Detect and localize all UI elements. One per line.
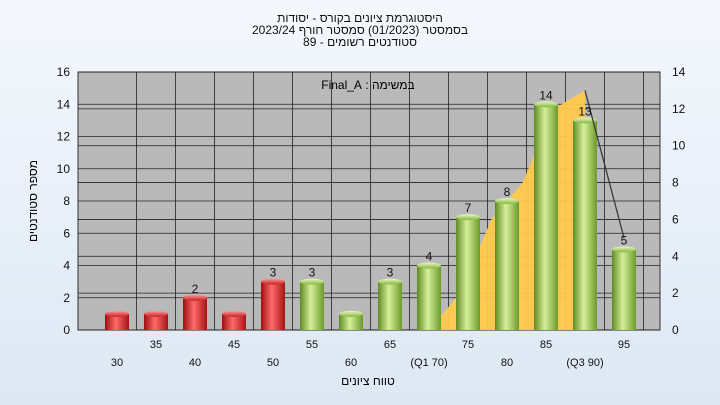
data-label: 13 (578, 104, 592, 118)
bar-cap (300, 278, 324, 285)
y2-tick-label: 6 (672, 212, 679, 226)
x-tick-label: 40 (189, 357, 201, 369)
bar-cap (183, 294, 207, 301)
y-axis-label: מספר סטודנטים (26, 160, 40, 242)
y-tick-label: 0 (63, 323, 70, 337)
bar-cap (534, 101, 558, 108)
x-tick-label: 30 (111, 357, 123, 369)
x-axis: 30 35 40 45 50 55 60 65 (Q1 70) 75 80 85 (Q3 90) 95 (111, 339, 630, 369)
data-label: 5 (621, 233, 628, 247)
bar (222, 313, 246, 330)
bar-cap (456, 214, 480, 221)
line-series (584, 90, 625, 239)
bar (105, 313, 129, 330)
bar (573, 120, 597, 330)
x-tick-label: 65 (384, 339, 396, 351)
y2-tick-label: 8 (672, 176, 679, 190)
x-tick-label: 80 (501, 357, 513, 369)
x-tick-label: 55 (306, 339, 318, 351)
x-tick-label: 35 (150, 339, 162, 351)
y-tick-label: 14 (57, 97, 71, 111)
data-label: 2 (192, 282, 199, 296)
x-tick-label: 45 (228, 339, 240, 351)
bar (300, 281, 324, 330)
y-tick-label: 10 (57, 162, 71, 176)
bar-cap (378, 278, 402, 285)
chart-annotation: במשימה : Final_A (321, 78, 414, 92)
x-tick-label: 95 (618, 339, 630, 351)
y2-tick-label: 4 (672, 249, 679, 263)
y-axis-left: 0 2 4 6 8 10 12 14 16 (57, 65, 71, 337)
data-label: 8 (504, 185, 511, 199)
chart-title: היסטוגרמת ציונים בקורס - יסודות (277, 11, 443, 25)
x-tick-label: (Q1 70) (410, 357, 447, 369)
y-tick-label: 16 (57, 65, 71, 79)
y-tick-label: 4 (63, 259, 70, 273)
data-label: 7 (465, 201, 472, 215)
y-tick-label: 8 (63, 194, 70, 208)
bar-cap (339, 310, 363, 317)
data-labels: 2 3 3 3 4 7 8 14 13 5 (192, 88, 628, 296)
bar (183, 297, 207, 330)
x-tick-label: 60 (345, 357, 357, 369)
y-tick-label: 6 (63, 226, 70, 240)
bar-cap (105, 310, 129, 317)
bar (495, 201, 519, 330)
bar-cap (261, 278, 285, 285)
bar (378, 281, 402, 330)
bar (612, 249, 636, 330)
bar (339, 313, 363, 330)
y2-tick-label: 2 (672, 286, 679, 300)
line-series-path (584, 90, 625, 239)
chart-subtitle-enrolled: סטודנטים רשומים - 89 (303, 35, 417, 49)
y-axis-right: 0 2 4 6 8 10 12 14 (672, 65, 686, 337)
y-tick-label: 12 (57, 130, 71, 144)
data-label: 3 (270, 266, 277, 280)
x-tick-label: 50 (267, 357, 279, 369)
bar (261, 281, 285, 330)
bar (456, 217, 480, 330)
bar (144, 313, 168, 330)
y2-tick-label: 0 (672, 323, 679, 337)
y2-tick-label: 14 (672, 65, 686, 79)
x-tick-label: 75 (462, 339, 474, 351)
bars (105, 101, 636, 330)
data-label: 3 (309, 266, 316, 280)
bar (534, 104, 558, 330)
bar-cap (573, 117, 597, 124)
y-tick-label: 2 (63, 291, 70, 305)
data-label: 4 (426, 250, 433, 264)
x-axis-label: טווח ציונים (341, 374, 395, 388)
bar-cap (222, 310, 246, 317)
y2-tick-label: 12 (672, 102, 686, 116)
bar-cap (417, 262, 441, 269)
x-tick-label: 85 (540, 339, 552, 351)
chart-subtitle-semester: בסמסטר (01/2023) סמסטר חורף 2023/24 (251, 23, 469, 37)
bar (417, 265, 441, 330)
bar-cap (144, 310, 168, 317)
data-label: 14 (539, 88, 553, 102)
bar-cap (495, 198, 519, 204)
y2-tick-label: 10 (672, 139, 686, 153)
bar-cap (612, 246, 636, 253)
data-label: 3 (387, 266, 394, 280)
x-tick-label: (Q3 90) (566, 357, 603, 369)
